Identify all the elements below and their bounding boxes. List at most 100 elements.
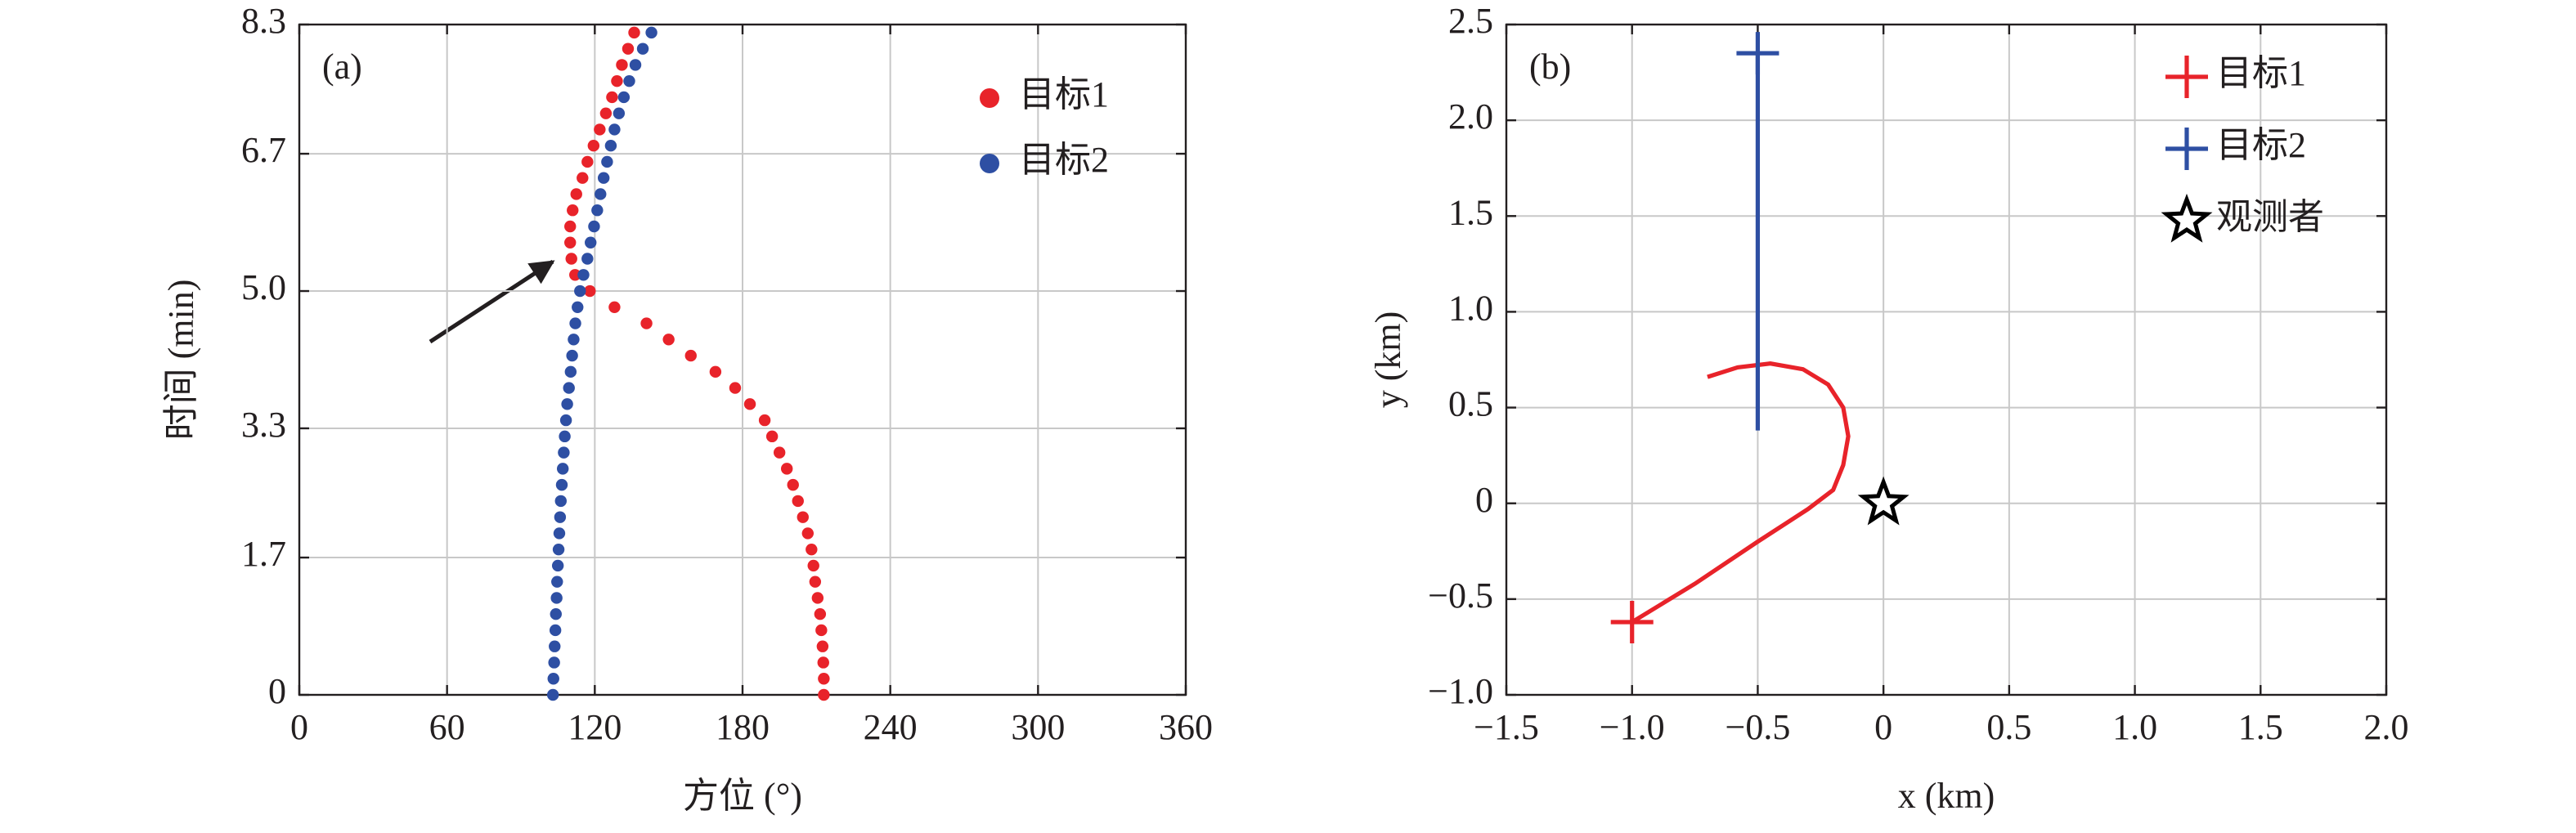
data-point (601, 155, 613, 168)
data-point (809, 575, 822, 588)
x-axis-label: x (km) (1898, 776, 1995, 816)
x-axis-label: 方位 (°) (683, 776, 802, 816)
data-point (818, 673, 830, 685)
data-point (818, 688, 830, 701)
legend-label: 目标1 (2216, 53, 2306, 93)
x-tick-label: 0.5 (1986, 707, 2031, 747)
data-point (569, 269, 581, 281)
data-point (807, 559, 819, 572)
data-point (565, 253, 577, 265)
y-tick-label: 1.7 (241, 534, 286, 574)
legend-label: 目标1 (1019, 74, 1109, 114)
y-tick-label: −1.0 (1428, 671, 1493, 711)
y-axis-label: 时间 (min) (161, 280, 201, 441)
legend-label: 目标2 (2216, 125, 2306, 165)
data-point (551, 575, 563, 588)
data-point (613, 107, 626, 119)
data-point (581, 253, 594, 265)
y-tick-label: 0.5 (1448, 384, 1493, 424)
trajectory-line (1631, 361, 1851, 625)
legend-symbol (980, 88, 999, 108)
panel-label: (a) (322, 47, 362, 87)
data-point (628, 26, 640, 39)
y-tick-label: 0 (1475, 480, 1493, 520)
data-point (636, 43, 649, 55)
x-tick-label: 120 (568, 707, 622, 747)
data-point (591, 204, 604, 217)
data-point (549, 624, 562, 637)
legend-symbol (2165, 56, 2208, 98)
data-point (584, 284, 596, 298)
data-point (662, 334, 675, 346)
data-point (587, 139, 600, 152)
legend-symbol (980, 154, 999, 173)
x-tick-label: 180 (716, 707, 770, 747)
data-point (585, 236, 597, 249)
data-point (729, 382, 742, 394)
data-point (640, 317, 653, 329)
x-tick-label: −1.5 (1474, 707, 1539, 747)
data-point (616, 59, 628, 71)
y-tick-label: 0 (268, 671, 286, 711)
y-tick-label: 1.0 (1448, 289, 1493, 329)
data-point (806, 543, 818, 556)
data-point (608, 301, 621, 313)
data-point (572, 301, 584, 313)
data-point (564, 220, 577, 233)
data-point (816, 640, 829, 652)
data-point (550, 608, 562, 620)
data-point (588, 220, 600, 233)
x-tick-label: 1.5 (2238, 707, 2283, 747)
x-tick-label: 60 (429, 707, 465, 747)
data-point (792, 495, 804, 508)
x-tick-label: 240 (864, 707, 918, 747)
data-point (577, 172, 589, 184)
start-marker (1736, 32, 1779, 75)
data-point (787, 478, 799, 491)
x-tick-label: 1.0 (2112, 707, 2157, 747)
data-point (623, 74, 635, 87)
data-point (797, 511, 809, 523)
data-point (554, 495, 567, 508)
data-point (569, 317, 581, 329)
data-point (555, 478, 568, 491)
y-axis-label: y (km) (1368, 311, 1408, 409)
data-point (606, 91, 618, 104)
data-point (561, 398, 573, 410)
data-point (611, 74, 623, 87)
y-tick-label: 2.0 (1448, 96, 1493, 137)
y-tick-label: −0.5 (1428, 575, 1493, 616)
data-point (567, 204, 579, 217)
data-point (570, 188, 582, 200)
y-tick-label: 3.3 (241, 405, 286, 445)
data-point (597, 172, 610, 184)
data-point (566, 349, 578, 362)
data-point (709, 365, 722, 378)
y-tick-label: 1.5 (1448, 192, 1493, 232)
observer-marker (1857, 476, 1910, 526)
x-tick-label: 0 (1874, 707, 1892, 747)
data-point (817, 656, 829, 669)
data-point (549, 640, 561, 652)
data-point (684, 349, 697, 362)
data-point (765, 430, 779, 443)
data-point (629, 59, 642, 71)
panel-label: (b) (1529, 47, 1571, 87)
data-point (599, 107, 613, 119)
x-tick-label: −1.0 (1600, 707, 1665, 747)
data-point (608, 123, 621, 136)
start-marker (1610, 600, 1654, 643)
y-tick-label: 8.3 (241, 1, 286, 41)
data-point (554, 511, 567, 523)
data-point (559, 430, 571, 443)
y-tick-label: 6.7 (241, 130, 286, 170)
legend-label: 观测者 (2216, 197, 2324, 237)
x-tick-label: 0 (290, 707, 308, 747)
data-point (645, 26, 657, 39)
data-point (622, 43, 635, 55)
data-point (553, 527, 566, 540)
data-point (559, 414, 572, 427)
data-point (773, 446, 786, 459)
data-point (564, 236, 577, 249)
